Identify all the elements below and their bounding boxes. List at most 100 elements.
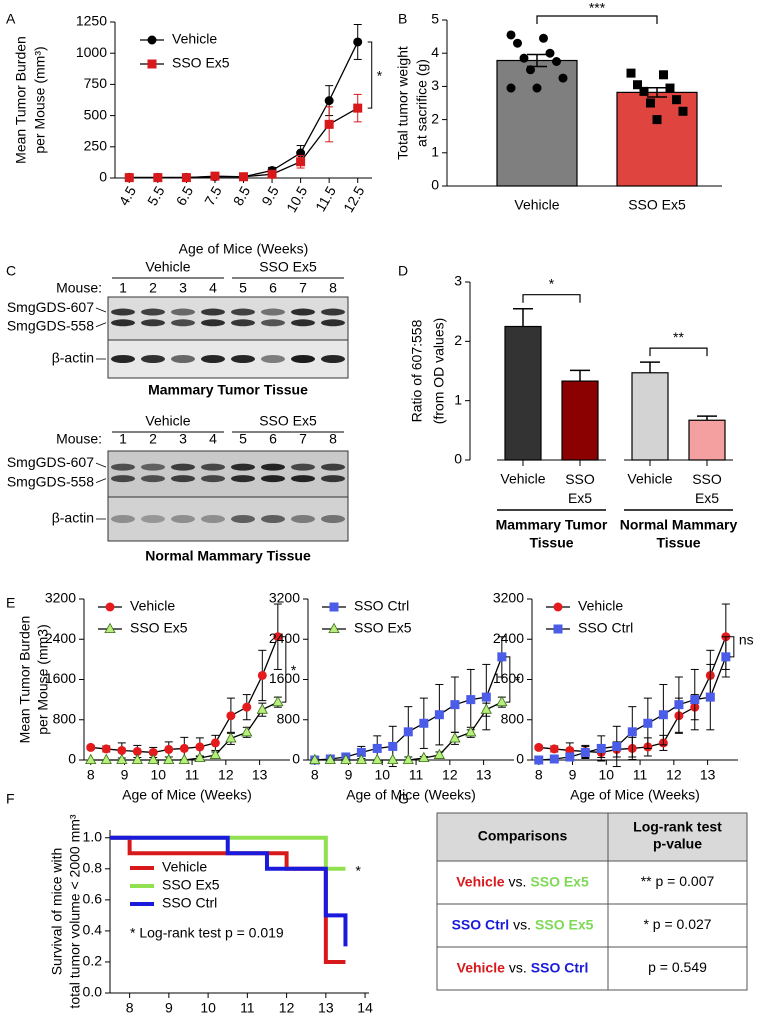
marker bbox=[690, 695, 700, 705]
marker bbox=[539, 33, 548, 43]
marker bbox=[674, 700, 684, 710]
y-tick-label: 250 bbox=[84, 138, 108, 154]
marker bbox=[104, 622, 116, 633]
band bbox=[111, 308, 135, 316]
panel-label: F bbox=[6, 791, 15, 807]
x-tick-label: 12 bbox=[218, 767, 234, 783]
lane-label: 4 bbox=[209, 431, 217, 447]
blot-lower bbox=[107, 496, 349, 542]
bar bbox=[616, 91, 698, 187]
marker bbox=[419, 718, 429, 728]
marker bbox=[124, 173, 134, 183]
marker bbox=[705, 692, 715, 702]
band bbox=[231, 308, 255, 316]
panel-label: D bbox=[398, 263, 408, 279]
blot-group-label: Vehicle bbox=[145, 413, 190, 429]
band bbox=[321, 308, 345, 316]
lane-label: 3 bbox=[179, 280, 187, 296]
band bbox=[111, 515, 135, 523]
error-bar bbox=[697, 415, 717, 421]
band bbox=[261, 308, 285, 316]
y-tick-label: 2 bbox=[454, 332, 462, 348]
marker bbox=[580, 747, 590, 757]
marker bbox=[639, 86, 649, 96]
marker bbox=[225, 732, 237, 743]
y-tick-label: 800 bbox=[53, 710, 77, 726]
legend-label: SSO Ex5 bbox=[354, 620, 412, 636]
marker bbox=[434, 710, 444, 720]
marker bbox=[526, 65, 535, 75]
label-line: SSO bbox=[565, 471, 595, 487]
significance-bracket bbox=[729, 636, 735, 658]
p-value: p = 0.549 bbox=[648, 959, 707, 975]
marker bbox=[329, 602, 339, 612]
panel-label: E bbox=[6, 595, 15, 611]
x-tick-label: 9 bbox=[121, 767, 129, 783]
marker bbox=[545, 48, 555, 58]
x-tick-label: 10 bbox=[200, 1000, 216, 1016]
band bbox=[261, 475, 285, 483]
lane-label: 5 bbox=[239, 280, 247, 296]
y-tick-label: 4 bbox=[431, 44, 439, 60]
label-line: Ex5 bbox=[568, 490, 592, 506]
marker bbox=[86, 742, 96, 752]
band-leader bbox=[95, 322, 107, 328]
y-tick-label: 0 bbox=[516, 751, 524, 767]
y-tick-label: 800 bbox=[501, 710, 525, 726]
marker bbox=[665, 83, 675, 93]
y-tick-label: 5 bbox=[431, 11, 439, 27]
marker bbox=[721, 652, 731, 662]
significance-bracket bbox=[367, 41, 373, 109]
y-tick-label: 3200 bbox=[269, 590, 300, 606]
table-header: Comparisons bbox=[478, 828, 568, 844]
x-tick-label: Vehicle bbox=[514, 197, 559, 213]
marker bbox=[565, 752, 575, 762]
lane-label: 8 bbox=[329, 431, 337, 447]
band-leader bbox=[95, 478, 107, 483]
x-tick-label: 13 bbox=[700, 767, 716, 783]
y-tick-label: 3200 bbox=[493, 590, 524, 606]
marker bbox=[646, 98, 655, 108]
marker bbox=[163, 753, 175, 764]
x-axis-label: Age of Mice (Weeks) bbox=[122, 787, 252, 803]
band bbox=[171, 475, 195, 483]
versus: vs. bbox=[509, 959, 527, 975]
marker bbox=[450, 700, 460, 710]
x-tick-label: 12 bbox=[666, 767, 682, 783]
marker bbox=[179, 743, 189, 753]
marker bbox=[209, 748, 221, 759]
marker bbox=[178, 753, 190, 764]
band-label: SmgGDS-558 bbox=[7, 318, 94, 334]
group-a: SSO Ctrl bbox=[452, 916, 510, 932]
marker bbox=[481, 692, 491, 702]
marker bbox=[658, 710, 668, 720]
band bbox=[171, 355, 195, 363]
marker bbox=[101, 744, 111, 754]
band bbox=[231, 355, 255, 363]
y-tick-label: 0 bbox=[454, 451, 462, 467]
y-axis-label: per Mouse (mm3) bbox=[35, 624, 51, 734]
band bbox=[261, 463, 285, 471]
marker bbox=[194, 751, 206, 762]
legend-label: Vehicle bbox=[162, 859, 207, 875]
band bbox=[291, 319, 315, 327]
y-tick-label: 1250 bbox=[76, 13, 107, 29]
band bbox=[321, 515, 345, 523]
marker bbox=[242, 702, 252, 712]
marker bbox=[210, 738, 220, 748]
legend-label: SSO Ex5 bbox=[172, 55, 230, 71]
band bbox=[321, 355, 345, 363]
band bbox=[171, 319, 195, 327]
band bbox=[291, 475, 315, 483]
band bbox=[141, 319, 165, 327]
p-value: ** p = 0.007 bbox=[641, 873, 715, 889]
band bbox=[231, 463, 255, 471]
y-tick-label: 1600 bbox=[269, 670, 300, 686]
band bbox=[231, 319, 255, 327]
marker bbox=[324, 119, 334, 129]
marker bbox=[480, 703, 492, 714]
band-label: β-actin bbox=[52, 350, 94, 366]
y-tick-label: 0.0 bbox=[83, 984, 103, 1000]
marker bbox=[534, 755, 544, 765]
